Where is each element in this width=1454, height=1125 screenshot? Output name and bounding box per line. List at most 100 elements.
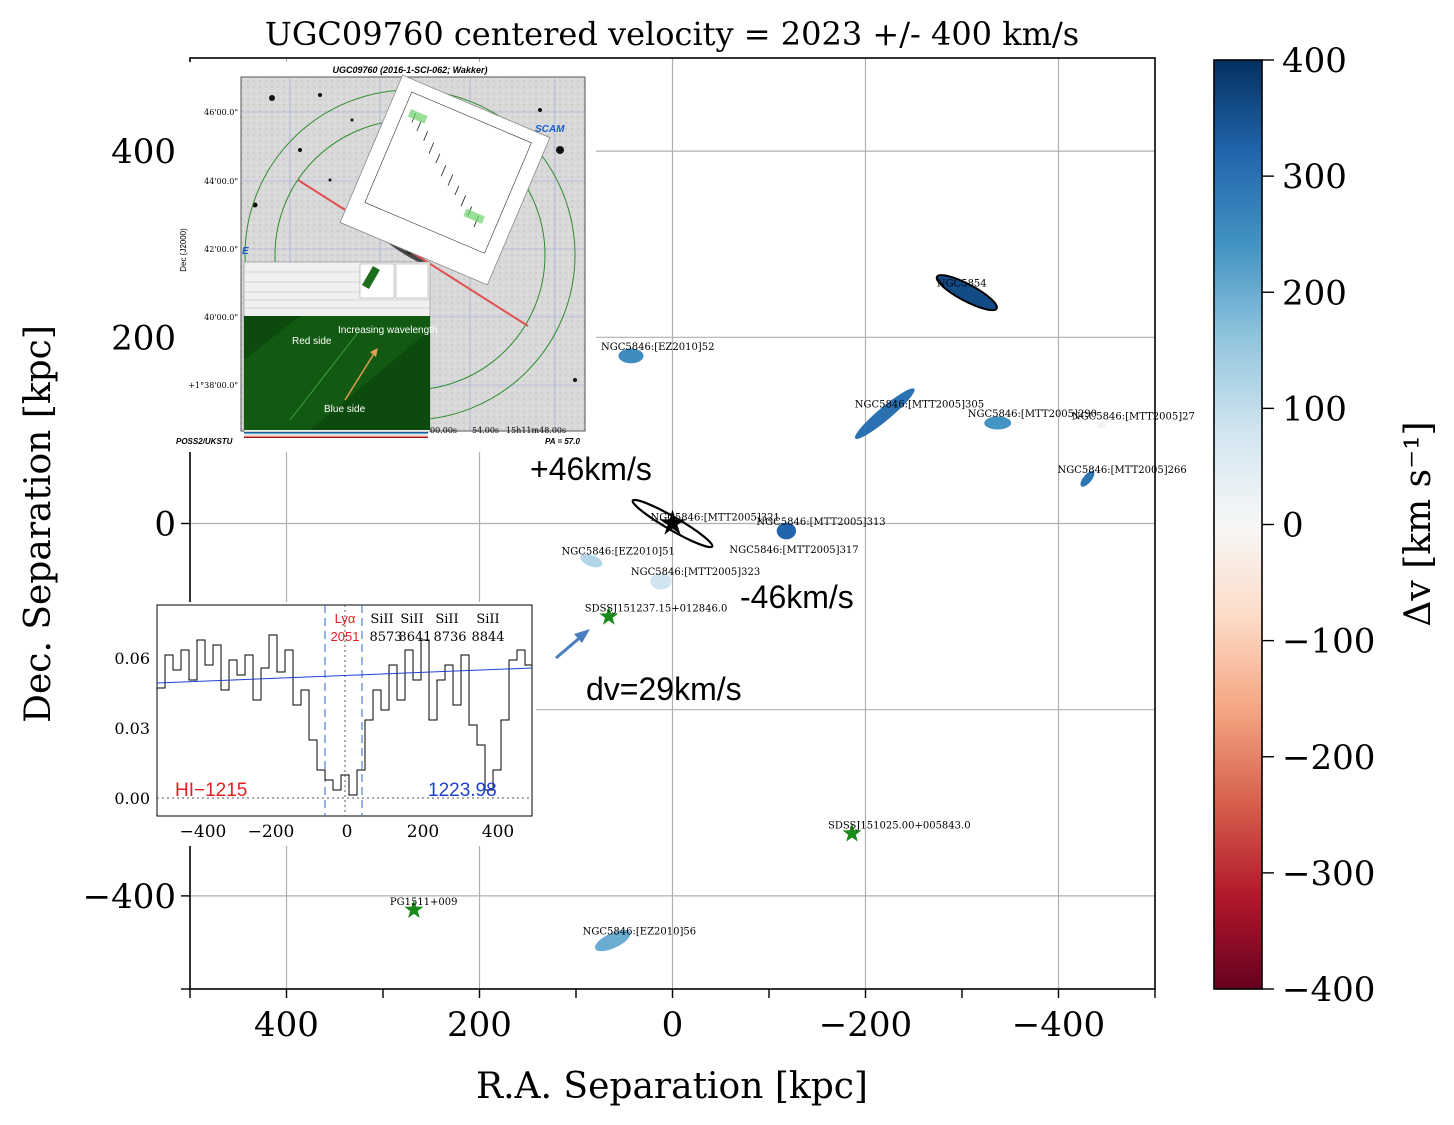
x-tick-label: 200 (447, 1005, 512, 1045)
sightline-star (842, 823, 862, 842)
colorbar-tick-label: 200 (1282, 273, 1347, 313)
svg-text:00.00s: 00.00s (430, 426, 457, 435)
x-tick-label: −200 (819, 1005, 912, 1045)
galaxy-ellipse (1080, 470, 1095, 487)
colorbar-tick-label: 0 (1282, 506, 1304, 546)
svg-text:SiII: SiII (435, 612, 458, 627)
x-axis-ticks: 400 200 0 −200 −400 (189, 989, 1156, 1045)
galaxy-ellipse (594, 930, 631, 952)
minus-velocity-annotation: -46km/s (740, 579, 854, 615)
inset-absorption-spectrum: −400 −200 0 200 400 0.06 0.03 0.00 Lyα 2… (104, 602, 536, 846)
plus-velocity-annotation: +46km/s (530, 451, 652, 487)
arrow-annotation (555, 629, 590, 660)
y-tick-label: 0 (154, 505, 176, 545)
svg-text:SiII: SiII (370, 612, 393, 627)
svg-text:54.00s: 54.00s (472, 426, 499, 435)
svg-text:8844: 8844 (471, 630, 504, 645)
siII-labels: SiII SiII SiII SiII 8573 8641 8736 8844 (369, 612, 504, 645)
dv-annotation: dv=29km/s (586, 671, 742, 707)
pa-label: PA = 57.0 (545, 437, 580, 446)
galaxy-label: NGC5846:[MTT2005]317 (729, 545, 858, 556)
galaxy-label: NGC5846:[EZ2010]51 (561, 547, 674, 558)
galaxy-label: NGC5846:[MTT2005]323 (631, 567, 760, 578)
colorbar-gradient (1213, 59, 1263, 990)
colorbar-label: Δv [km s⁻¹] (1398, 421, 1439, 626)
spectrum-flux (157, 634, 532, 796)
x-axis-label: R.A. Separation [kpc] (476, 1066, 868, 1107)
galaxy-ellipse (935, 274, 998, 312)
y-tick-label: 400 (111, 132, 176, 172)
svg-text:42'00.0": 42'00.0" (204, 245, 238, 254)
svg-text:0.00: 0.00 (114, 789, 150, 808)
galaxy-label: NGC5846:[MTT2005]266 (1057, 465, 1186, 476)
colorbar-tick-label: −400 (1282, 970, 1375, 1010)
svg-text:15h11m48.00s: 15h11m48.00s (506, 426, 566, 435)
inset-dec-ticks: 46'00.0" 44'00.0" 42'00.0" 40'00.0" +1°3… (188, 108, 238, 390)
svg-text:8736: 8736 (433, 630, 466, 645)
svg-text:SiII: SiII (400, 612, 423, 627)
galaxy-ellipse (776, 522, 797, 540)
svg-text:44'00.0": 44'00.0" (204, 177, 238, 186)
galaxy-ellipse (1097, 422, 1107, 429)
sightline-label: PG1511+009 (390, 897, 458, 908)
spectrum-thumb-2 (395, 263, 429, 299)
arrow-head (574, 629, 590, 643)
hi-1215-label: HI−1215 (175, 780, 247, 801)
svg-text:200: 200 (407, 822, 439, 842)
x-tick-label: 400 (254, 1005, 319, 1045)
wavelength-arrow (344, 351, 376, 401)
svg-text:40'00.0": 40'00.0" (204, 313, 238, 322)
velocity-overlay-band-top (407, 109, 428, 124)
galaxy-label: NGC5854 (937, 279, 987, 290)
galaxy-label: NGC5846:[MTT2005]290 (968, 409, 1097, 420)
inset-sky-image: UGC09760 (2016-1-SCI-062; Wakker) Dec (J… (176, 62, 596, 452)
blue-side-label: Blue side (324, 404, 366, 415)
galaxy-label: NGC5846:[EZ2010]56 (583, 927, 696, 938)
sightline-star (404, 899, 424, 918)
colorbar-tick-label: −300 (1282, 854, 1375, 894)
svg-text:0.03: 0.03 (114, 719, 150, 738)
sightline-label: SDSSJ151237.15+012846.0 (585, 604, 728, 615)
y-axis-ticks: 400 200 0 −400 (83, 132, 190, 990)
velocity-overlay-band-bottom (463, 208, 485, 224)
continuum-fit (156, 667, 533, 684)
target-star (659, 509, 686, 535)
colorbar: 400 300 200 100 0 −100 −200 −300 −400 Δv [km s⁻¹… (1213, 41, 1439, 1010)
lya-value: 2051 (331, 629, 360, 644)
spectrum-x-ticks: −400 −200 0 200 400 (180, 822, 515, 842)
sightline-label: SDSSJ151025.00+005843.0 (828, 821, 971, 832)
colorbar-ticks: 400 300 200 100 0 −100 −200 −300 −400 (1262, 41, 1375, 1010)
colorbar-tick-label: −200 (1282, 738, 1375, 778)
x-tick-label: 0 (662, 1005, 684, 1045)
svg-text:400: 400 (482, 822, 514, 842)
target-label: NGC5846:[MTT2005]321 (651, 513, 780, 524)
red-side-label: Red side (292, 336, 332, 347)
survey-label: POSS2/UKSTU (176, 437, 233, 446)
y-axis-label: Dec. Separation [kpc] (18, 325, 59, 723)
sky-colorbar (244, 432, 428, 438)
east-label: E (242, 246, 249, 257)
y-tick-label: −400 (83, 877, 176, 917)
inset-ra-ticks: 00.00s 54.00s 15h11m48.00s (430, 426, 566, 435)
svg-text:0.06: 0.06 (114, 649, 150, 668)
inset-sky-title: UGC09760 (2016-1-SCI-062; Wakker) (333, 65, 488, 75)
svg-text:0: 0 (342, 822, 353, 842)
galaxy-label: NGC5846:[MTT2005]305 (855, 400, 984, 411)
svg-text:−200: −200 (248, 822, 295, 842)
svg-text:8641: 8641 (398, 630, 431, 645)
svg-text:+1°38'00.0": +1°38'00.0" (188, 381, 238, 390)
data-labels: NGC5854 NGC5846:[EZ2010]52 NGC5846:[MTT200… (390, 279, 1195, 938)
galaxy-ellipse (984, 416, 1012, 430)
y-tick-label: 200 (111, 318, 176, 358)
lya-label: Lyα (335, 611, 356, 626)
x-tick-label: −400 (1012, 1005, 1105, 1045)
increasing-wavelength-label: Increasing wavelength (338, 325, 438, 336)
data-marks (404, 274, 1107, 952)
galaxy-label: NGC5846:[MTT2005]313 (756, 517, 885, 528)
colorbar-tick-label: 100 (1282, 389, 1347, 429)
galaxy-label: NGC5846:[EZ2010]52 (601, 342, 714, 353)
galaxy-ellipse (650, 572, 672, 590)
wavelength-1223-label: 1223.98 (428, 780, 497, 801)
velocity-overlay-panel (339, 74, 551, 286)
